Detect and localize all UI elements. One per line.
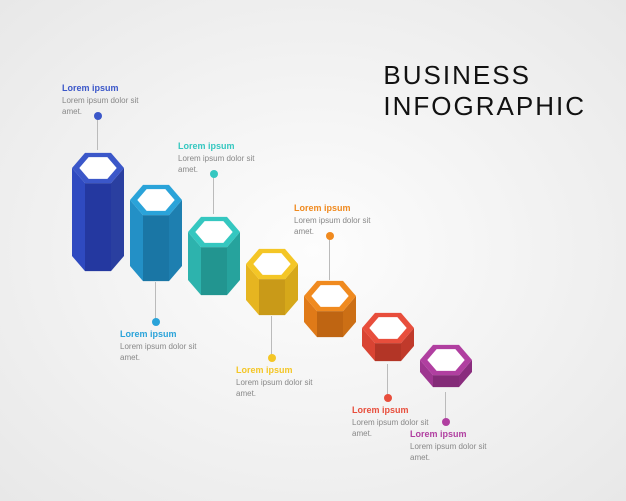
step-dot-7	[442, 418, 450, 426]
infographic-stage: Lorem ipsum Lorem ipsum dolor sit amet. L…	[0, 0, 626, 501]
step-heading: Lorem ipsum	[410, 428, 500, 440]
step-body: Lorem ipsum dolor sit amet.	[410, 442, 500, 464]
step-label-7: Lorem ipsum Lorem ipsum dolor sit amet.	[410, 428, 500, 464]
